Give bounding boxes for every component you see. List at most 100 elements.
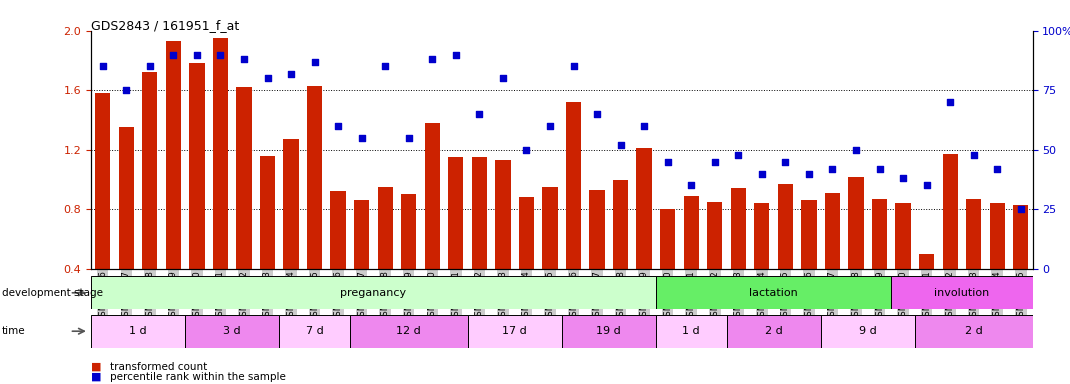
Bar [1013,205,1028,328]
Bar [260,156,275,328]
Bar [142,73,157,328]
Point [118,87,135,93]
Bar [915,315,1033,348]
Bar [91,276,656,309]
Point [588,111,606,117]
Bar [896,204,911,328]
Point [612,142,629,148]
Text: 7 d: 7 d [306,326,323,336]
Bar [542,187,557,328]
Bar [821,315,915,348]
Text: 1 d: 1 d [683,326,700,336]
Text: GDS2843 / 161951_f_at: GDS2843 / 161951_f_at [91,19,240,32]
Point [518,147,535,153]
Bar [966,199,981,328]
Text: transformed count: transformed count [110,362,208,372]
Bar [656,276,891,309]
Point [94,63,111,70]
Text: 9 d: 9 d [859,326,876,336]
Point [942,99,959,105]
Bar [95,93,110,328]
Point [235,56,253,62]
Bar [801,200,816,328]
Point [424,56,441,62]
Point [306,59,323,65]
Point [1012,206,1029,212]
Text: lactation: lactation [749,288,798,298]
Bar [213,38,228,328]
Bar [825,193,840,328]
Bar [307,86,322,328]
Bar [849,177,863,328]
Bar [119,127,134,328]
Bar [637,148,652,328]
Bar [891,276,1033,309]
Bar [468,315,562,348]
Bar [727,315,821,348]
Point [400,135,417,141]
Text: 12 d: 12 d [396,326,422,336]
Bar [731,189,746,328]
Point [753,170,770,177]
Bar [990,204,1005,328]
Bar [236,87,251,328]
Bar [684,196,699,328]
Point [565,63,582,70]
Text: 3 d: 3 d [224,326,241,336]
Bar [401,194,416,328]
Point [165,51,182,58]
Point [918,182,935,189]
Point [447,51,464,58]
Bar [189,63,204,328]
Point [188,51,205,58]
Point [353,135,370,141]
Point [659,159,676,165]
Bar [472,157,487,328]
Bar [279,315,350,348]
Bar [590,190,605,328]
Bar [754,204,769,328]
Point [847,147,865,153]
Point [541,123,559,129]
Bar [919,254,934,328]
Text: ■: ■ [91,372,105,382]
Bar [872,199,887,328]
Point [800,170,817,177]
Point [989,166,1006,172]
Bar [778,184,793,328]
Point [330,123,347,129]
Text: 2 d: 2 d [965,326,982,336]
Bar [354,200,369,328]
Text: involution: involution [934,288,990,298]
Text: ■: ■ [91,362,105,372]
Point [824,166,841,172]
Point [706,159,723,165]
Point [636,123,653,129]
Bar [166,41,181,328]
Text: 1 d: 1 d [129,326,147,336]
Bar [562,315,656,348]
Bar [707,202,722,328]
Bar [566,102,581,328]
Point [683,182,700,189]
Bar [331,192,346,328]
Bar [660,209,675,328]
Text: time: time [2,326,26,336]
Bar [185,315,279,348]
Point [212,51,229,58]
Bar [656,315,727,348]
Point [871,166,888,172]
Text: 2 d: 2 d [765,326,782,336]
Point [494,75,511,81]
Bar [448,157,463,328]
Text: 19 d: 19 d [596,326,622,336]
Point [895,175,912,181]
Bar [943,154,958,328]
Text: percentile rank within the sample: percentile rank within the sample [110,372,286,382]
Bar [425,123,440,328]
Bar [519,197,534,328]
Point [141,63,158,70]
Bar [378,187,393,328]
Point [377,63,394,70]
Bar [350,315,468,348]
